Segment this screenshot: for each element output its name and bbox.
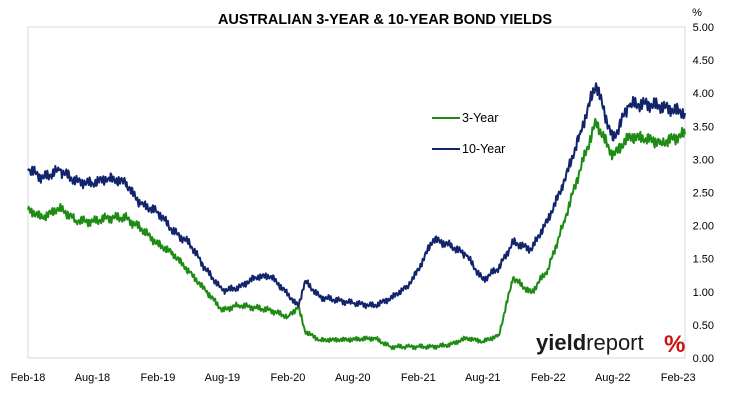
x-axis: Feb-18 Aug-18 Feb-19 Aug-19 Feb-20 Aug-20 Feb-… — [11, 372, 696, 384]
legend-label-3-year: 3-Year — [462, 111, 498, 125]
x-tick-label: Feb-21 — [401, 372, 436, 384]
y-tick-label: 2.50 — [693, 188, 714, 200]
series-layer — [27, 82, 686, 351]
y-axis: 0.00 0.50 1.00 1.50 2.00 2.50 3.00 3.50 4.00 4.50… — [693, 22, 714, 365]
x-tick-label: Feb-18 — [11, 372, 46, 384]
y-tick-label: 3.50 — [693, 121, 714, 133]
logo-percent-icon: % — [664, 331, 685, 358]
x-tick-label: Aug-21 — [465, 372, 500, 384]
series-line-10-year — [27, 82, 686, 310]
y-axis-unit: % — [692, 7, 702, 19]
x-tick-label: Feb-19 — [141, 372, 176, 384]
x-tick-label: Aug-18 — [75, 372, 110, 384]
y-tick-label: 4.50 — [693, 55, 714, 67]
legend-label-10-year: 10-Year — [462, 142, 505, 156]
y-tick-label: 0.00 — [693, 353, 714, 365]
x-tick-label: Aug-22 — [595, 372, 630, 384]
yieldreport-logo: yieldreport % — [536, 330, 685, 358]
y-tick-label: 3.00 — [693, 154, 714, 166]
x-tick-label: Feb-20 — [271, 372, 306, 384]
y-tick-label: 1.00 — [693, 287, 714, 299]
chart-title: AUSTRALIAN 3-YEAR & 10-YEAR BOND YIELDS — [218, 12, 552, 28]
logo-word-yield: yield — [536, 330, 586, 355]
y-tick-label: 2.00 — [693, 221, 714, 233]
logo-word-report: report — [586, 330, 643, 355]
plot-area — [27, 26, 686, 359]
x-tick-label: Aug-19 — [205, 372, 240, 384]
y-tick-label: 1.50 — [693, 254, 714, 266]
y-tick-label: 5.00 — [693, 22, 714, 34]
x-tick-label: Feb-22 — [531, 372, 566, 384]
x-tick-label: Aug-20 — [335, 372, 370, 384]
y-tick-label: 4.00 — [693, 88, 714, 100]
y-tick-label: 0.50 — [693, 320, 714, 332]
x-tick-label: Feb-23 — [661, 372, 696, 384]
logo-wordmark: yieldreport — [536, 330, 644, 355]
series-line-3-year — [27, 117, 686, 351]
legend: 3-Year 10-Year — [432, 111, 505, 156]
